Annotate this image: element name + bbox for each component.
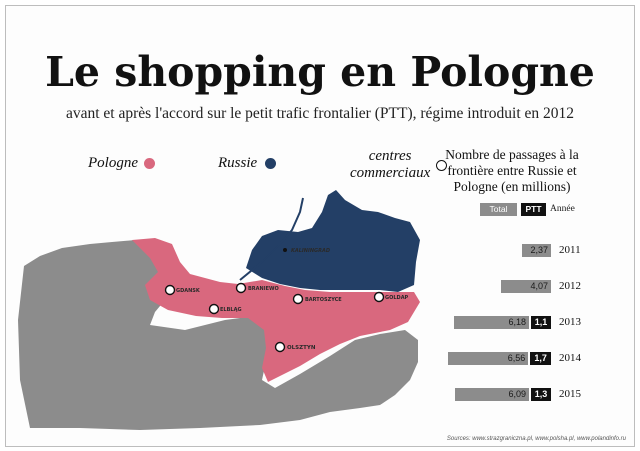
map-area-russie	[246, 190, 420, 292]
legend-centres-swatch	[436, 159, 448, 171]
legend-russie: Russie	[218, 155, 277, 172]
legend-centres-line1: centres	[368, 148, 412, 164]
chart-header-ptt: PTT	[521, 203, 546, 216]
bar-total-2013: 6,18	[453, 316, 529, 329]
legend-russie-swatch	[265, 158, 277, 169]
city-goldap: GOLDAP	[373, 291, 409, 303]
page-subtitle: avant et après l'accord sur le petit tra…	[65, 105, 575, 122]
city-label-gdansk: GDANSK	[176, 288, 201, 294]
chart-title-line3: Pologne (en millions)	[453, 179, 571, 194]
city-label-elblag: ELBLĄG	[220, 307, 242, 313]
legend-pologne-label: Pologne	[88, 155, 138, 171]
map-area-pologne	[132, 238, 420, 382]
city-gdansk: GDANSK	[164, 284, 201, 296]
chart-header-total: Total	[480, 203, 517, 216]
city-olsztyn: OLSZTYN	[274, 341, 316, 353]
bar-ptt-2014: 1,7	[530, 352, 551, 365]
mall-circle-icon	[164, 284, 176, 296]
bar-row-2011: 2,37 2011	[440, 244, 590, 257]
legend-centres: centres commerciaux	[350, 148, 448, 182]
bar-ptt-2015: 1,3	[531, 388, 551, 401]
mall-circle-icon	[235, 282, 247, 294]
city-label-bartoszyce: BARTOSZYCE	[305, 297, 342, 303]
bar-total-2014: 6,56	[448, 352, 529, 365]
bar-ptt-2013: 1,1	[531, 316, 551, 329]
chart-header-year: Année	[550, 204, 575, 214]
bar-year-label-2013: 2013	[559, 316, 581, 328]
bar-total-2012: 4,07	[501, 280, 551, 293]
mall-circle-icon	[292, 293, 304, 305]
mall-circle-icon	[373, 291, 385, 303]
city-label-goldap: GOLDAP	[385, 295, 409, 301]
legend-centres-label: centres commerciaux	[350, 148, 430, 182]
city-dot-icon	[283, 248, 287, 252]
city-label-olsztyn: OLSZTYN	[287, 345, 316, 351]
chart-title: Nombre de passages à la frontière entre …	[434, 147, 590, 195]
bar-year-label-2011: 2011	[559, 244, 581, 256]
bar-row-2013: 6,18 1,1 2013	[440, 316, 590, 329]
bar-total-2011: 2,37	[522, 244, 551, 257]
bar-year-label-2014: 2014	[559, 352, 581, 364]
city-label-braniewo: BRANIEWO	[248, 286, 279, 292]
city-label-kaliningrad: KALININGRAD	[291, 248, 330, 254]
legend-centres-line2: commerciaux	[350, 165, 431, 181]
chart-title-line2: frontière entre Russie et	[447, 163, 577, 178]
chart-title-line1: Nombre de passages à la	[445, 147, 579, 162]
mall-circle-icon	[208, 303, 220, 315]
page-title: Le shopping en Pologne	[45, 48, 595, 96]
legend-russie-label: Russie	[218, 155, 258, 171]
city-bartoszyce: BARTOSZYCE	[292, 293, 342, 305]
mall-circle-icon	[274, 341, 286, 353]
map-spit	[239, 197, 304, 281]
bar-row-2012: 4,07 2012	[440, 280, 590, 293]
city-elblag: ELBLĄG	[208, 303, 242, 315]
bar-year-label-2015: 2015	[559, 388, 581, 400]
map-area-other-poland	[18, 240, 418, 430]
bar-row-2015: 6,09 1,3 2015	[440, 388, 590, 401]
legend-pologne-swatch	[144, 158, 155, 169]
bar-year-label-2012: 2012	[559, 280, 581, 292]
bar-row-2014: 6,56 1,7 2014	[440, 352, 590, 365]
city-kaliningrad: KALININGRAD	[283, 248, 330, 254]
sources-note: Sources: www.strazgraniczna.pl, www.pols…	[446, 436, 626, 442]
legend-pologne: Pologne	[88, 155, 155, 172]
bar-total-2015: 6,09	[454, 388, 529, 401]
city-braniewo: BRANIEWO	[235, 282, 279, 294]
